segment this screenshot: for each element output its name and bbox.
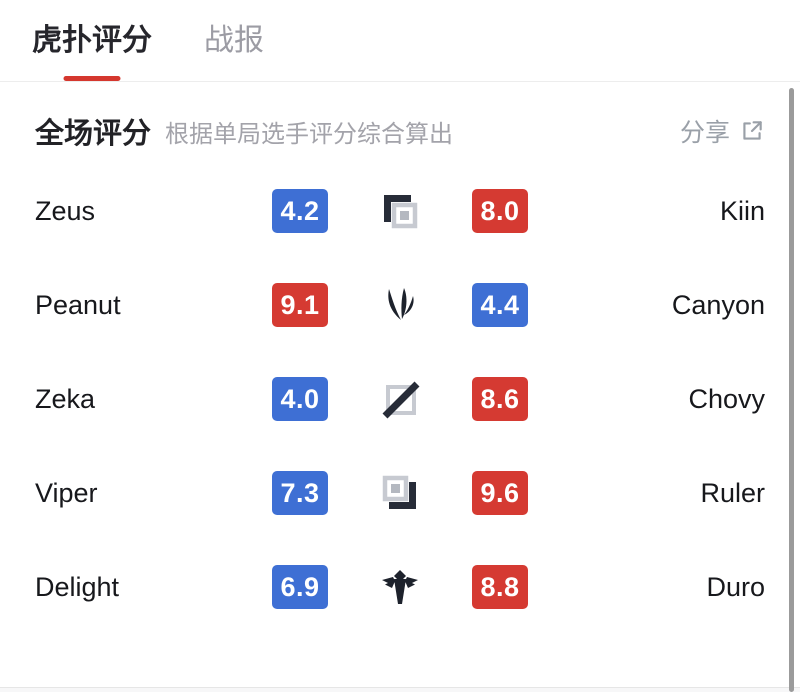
left-player-name: Zeka bbox=[35, 383, 96, 414]
left-player-name: Zeus bbox=[35, 195, 96, 226]
tab-hupu-rating[interactable]: 虎扑评分 bbox=[32, 0, 152, 81]
matchup-row-top[interactable]: Zeus 4.2 8.0 Kiin bbox=[0, 164, 800, 258]
bot-lane-icon bbox=[380, 473, 420, 513]
top-lane-icon bbox=[380, 191, 420, 231]
scrollbar-thumb[interactable] bbox=[789, 88, 794, 692]
jungle-icon bbox=[380, 285, 420, 325]
score-group: 4.0 8.6 bbox=[272, 377, 528, 421]
matchup-row-jungle[interactable]: Peanut 9.1 4.4 Canyon bbox=[0, 258, 800, 352]
section-header: 全场评分 根据单局选手评分综合算出 分享 bbox=[0, 106, 800, 156]
left-player-name: Peanut bbox=[35, 289, 121, 320]
score-group: 9.1 4.4 bbox=[272, 283, 528, 327]
right-player-name: Kiin bbox=[719, 195, 765, 226]
right-score-badge: 9.6 bbox=[472, 471, 528, 515]
matchup-row-bot[interactable]: Viper 7.3 9.6 Ruler bbox=[0, 446, 800, 540]
share-button[interactable]: 分享 bbox=[680, 113, 765, 149]
left-score-badge: 4.2 bbox=[272, 189, 328, 233]
left-score-badge: 6.9 bbox=[272, 565, 328, 609]
right-player-name: Chovy bbox=[688, 383, 765, 414]
matchup-row-mid[interactable]: Zeka 4.0 8.6 Chovy bbox=[0, 352, 800, 446]
score-group: 7.3 9.6 bbox=[272, 471, 528, 515]
right-player-name: Ruler bbox=[700, 477, 765, 508]
left-player-name: Delight bbox=[35, 571, 120, 602]
right-score-badge: 4.4 bbox=[472, 283, 528, 327]
right-score-badge: 8.8 bbox=[472, 565, 528, 609]
share-label: 分享 bbox=[679, 119, 730, 147]
left-score-badge: 4.0 bbox=[272, 377, 328, 421]
rating-panel: 全场评分 根据单局选手评分综合算出 分享 Zeus 4.2 bbox=[0, 106, 800, 634]
left-score-badge: 9.1 bbox=[272, 283, 328, 327]
external-link-icon bbox=[739, 118, 765, 144]
mid-lane-icon bbox=[380, 379, 420, 419]
score-group: 6.9 8.8 bbox=[272, 565, 528, 609]
right-player-name: Canyon bbox=[671, 289, 765, 320]
section-title: 全场评分 bbox=[35, 118, 152, 150]
matchup-list: Zeus 4.2 8.0 Kiin Peanut 9.1 bbox=[0, 164, 800, 634]
matchup-row-support[interactable]: Delight 6.9 8.8 Duro bbox=[0, 540, 800, 634]
right-score-badge: 8.0 bbox=[472, 189, 528, 233]
section-subtitle: 根据单局选手评分综合算出 bbox=[165, 120, 454, 148]
tab-battle-report[interactable]: 战报 bbox=[204, 24, 264, 57]
right-score-badge: 8.6 bbox=[472, 377, 528, 421]
tab-bar: 虎扑评分 战报 bbox=[0, 0, 800, 82]
right-player-name: Duro bbox=[706, 571, 765, 602]
score-group: 4.2 8.0 bbox=[272, 189, 528, 233]
support-icon bbox=[380, 567, 420, 607]
left-score-badge: 7.3 bbox=[272, 471, 328, 515]
bottom-divider bbox=[0, 687, 800, 692]
left-player-name: Viper bbox=[35, 477, 98, 508]
